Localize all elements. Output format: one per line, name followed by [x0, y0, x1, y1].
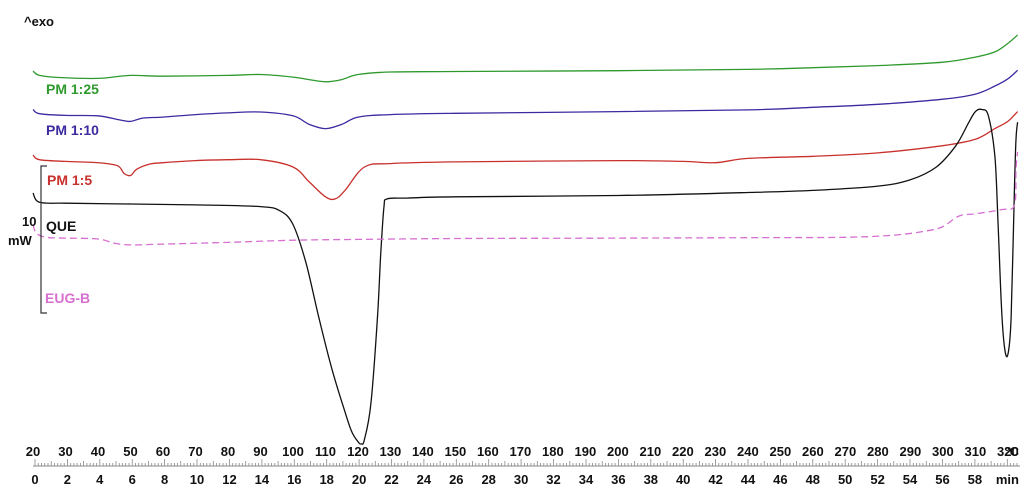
series-label-pm-1-5: PM 1:5 — [47, 172, 92, 188]
temp-tick-label: 20 — [26, 444, 40, 459]
temp-tick-label: 280 — [867, 444, 889, 459]
exo-label: ^exo — [24, 14, 54, 29]
time-tick-label: 48 — [806, 472, 820, 487]
time-tick-label: 14 — [255, 472, 270, 487]
temp-tick-label: 300 — [932, 444, 954, 459]
series-curve-que — [32, 108, 1019, 445]
temp-tick-label: 310 — [965, 444, 987, 459]
time-tick-label: 56 — [935, 472, 949, 487]
temp-tick-label: 270 — [835, 444, 857, 459]
time-tick-label: 32 — [546, 472, 560, 487]
temp-unit-label: °C — [1004, 444, 1019, 459]
time-tick-label: 10 — [190, 472, 204, 487]
time-tick-label: 54 — [903, 472, 918, 487]
temp-tick-label: 70 — [188, 444, 202, 459]
time-tick-label: 44 — [741, 472, 756, 487]
temp-tick-label: 190 — [575, 444, 597, 459]
series-curve-pm-1-5 — [32, 111, 1019, 201]
time-tick-label: 52 — [870, 472, 884, 487]
series-label-pm-1-10: PM 1:10 — [46, 122, 99, 138]
time-tick-label: 50 — [838, 472, 852, 487]
time-tick-label: 26 — [449, 472, 463, 487]
legend-labels: PM 1:25 PM 1:10 PM 1:5 QUE EUG-B — [45, 81, 99, 306]
time-tick-label: 2 — [64, 472, 71, 487]
temp-tick-label: 30 — [58, 444, 72, 459]
time-tick-label: 28 — [481, 472, 495, 487]
temp-tick-label: 200 — [607, 444, 629, 459]
scale-bar-value: 10 — [22, 214, 36, 229]
temp-tick-label: 50 — [123, 444, 137, 459]
temp-tick-label: 220 — [672, 444, 694, 459]
temp-tick-label: 170 — [510, 444, 532, 459]
scale-bar-bracket — [40, 165, 47, 314]
time-tick-label: 8 — [161, 472, 168, 487]
temp-tick-label: 100 — [282, 444, 304, 459]
series-curve-pm-1-25 — [32, 34, 1019, 83]
time-tick-label: 4 — [96, 472, 104, 487]
temp-tick-label: 250 — [770, 444, 792, 459]
time-tick-label: 12 — [222, 472, 236, 487]
temp-tick-label: 230 — [705, 444, 727, 459]
series-curve-pm-1-10 — [32, 69, 1019, 130]
time-tick-label: 46 — [773, 472, 787, 487]
temp-tick-label: 160 — [477, 444, 499, 459]
temp-tick-label: 320 — [997, 444, 1019, 459]
temp-tick-label: 90 — [253, 444, 267, 459]
series-label-pm-1-25: PM 1:25 — [46, 81, 99, 97]
temp-tick-label: 120 — [347, 444, 369, 459]
time-tick-label: 30 — [514, 472, 528, 487]
time-tick-label: 42 — [708, 472, 722, 487]
series-label-eug-b: EUG-B — [45, 290, 90, 306]
time-tick-label: 22 — [384, 472, 398, 487]
time-tick-label: 18 — [319, 472, 333, 487]
curves-layer — [32, 34, 1019, 445]
time-tick-label: 6 — [129, 472, 136, 487]
series-label-que: QUE — [46, 218, 76, 234]
time-tick-label: 24 — [417, 472, 432, 487]
time-tick-label: 38 — [644, 472, 658, 487]
temp-tick-label: 110 — [315, 444, 336, 459]
temp-tick-label: 150 — [445, 444, 467, 459]
temp-tick-label: 40 — [91, 444, 105, 459]
temp-tick-label: 80 — [221, 444, 235, 459]
temp-tick-label: 130 — [380, 444, 402, 459]
temp-tick-label: 180 — [542, 444, 564, 459]
temp-tick-label: 210 — [640, 444, 662, 459]
time-tick-label: 58 — [968, 472, 982, 487]
time-tick-label: 34 — [579, 472, 594, 487]
time-unit-label: min — [996, 472, 1019, 487]
time-tick-label: 40 — [676, 472, 690, 487]
time-tick-label: 0 — [31, 472, 38, 487]
time-tick-label: 16 — [287, 472, 301, 487]
time-axis: 0 2 4 6 8 10 12 14 16 18 20 22 24 26 28 30 32 34 36 38 40 42 4… — [31, 459, 1020, 487]
time-tick-label: 20 — [352, 472, 366, 487]
time-tick-label: 36 — [611, 472, 625, 487]
temp-tick-label: 140 — [412, 444, 434, 459]
series-curve-eug-b — [32, 152, 1019, 246]
temp-tick-label: 60 — [156, 444, 170, 459]
temp-tick-label: 240 — [737, 444, 759, 459]
temp-tick-label: 290 — [900, 444, 922, 459]
scale-bar-unit: mW — [8, 233, 33, 248]
temp-tick-label: 260 — [802, 444, 824, 459]
temperature-axis: 20 30 40 50 60 70 80 90 100 110 120 130 140 150 160 170… — [26, 444, 1020, 459]
scale-bar: 10 mW — [8, 165, 47, 314]
